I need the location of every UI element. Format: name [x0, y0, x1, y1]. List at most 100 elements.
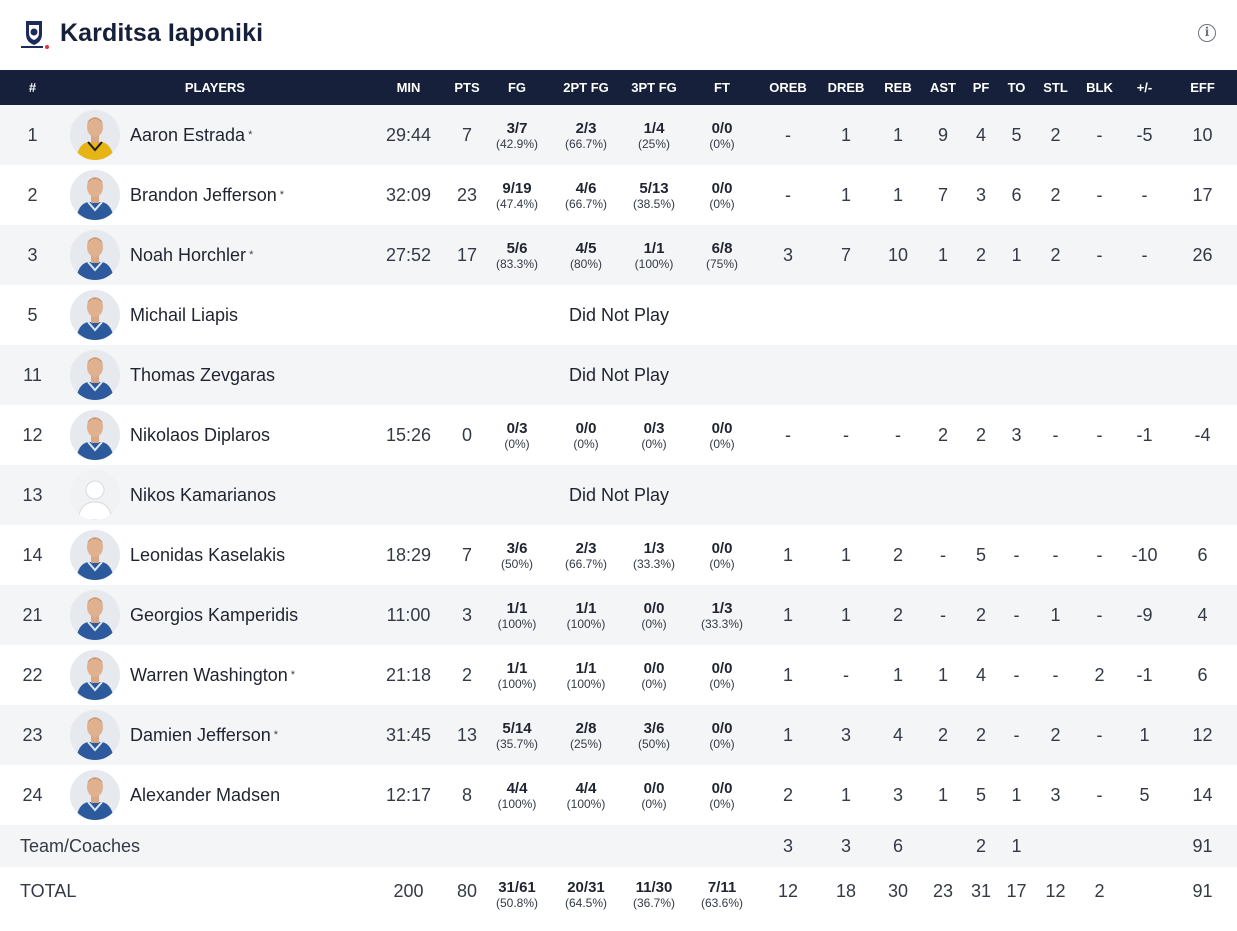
- column-header[interactable]: STL: [1033, 70, 1078, 105]
- column-header[interactable]: OREB: [756, 70, 820, 105]
- player-info[interactable]: Aaron Estrada *: [65, 110, 365, 160]
- column-header[interactable]: MIN: [365, 70, 452, 105]
- pf-stat: 4: [962, 105, 1000, 165]
- player-info[interactable]: Michail Liapis: [65, 290, 365, 340]
- fg-percentage: (47.4%): [495, 196, 539, 211]
- fg3-cell: 3/6 (50%): [620, 705, 688, 765]
- player-name-link[interactable]: Thomas Zevgaras: [130, 364, 276, 385]
- blk-stat: -: [1078, 585, 1121, 645]
- fg-made-attempted: 1/1: [506, 599, 528, 617]
- reb-stat: 1: [872, 645, 924, 705]
- to-stat: 5: [1000, 105, 1033, 165]
- player-row[interactable]: 12 Nikolaos Diplaros 15:26 0 0/3 (0%) 0/0 (0%) 0…: [0, 405, 1237, 465]
- player-row[interactable]: 13 Nikos Kamarianos Did Not Play: [0, 465, 1237, 525]
- did-not-play: Did Not Play: [482, 285, 756, 345]
- column-header[interactable]: BLK: [1078, 70, 1121, 105]
- player-row[interactable]: 14 Leonidas Kaselakis 18:29 7 3/6 (50%) 2/3 (66…: [0, 525, 1237, 585]
- column-header[interactable]: REB: [872, 70, 924, 105]
- player-info[interactable]: Nikolaos Diplaros: [65, 410, 365, 460]
- column-header[interactable]: EFF: [1168, 70, 1237, 105]
- player-cell[interactable]: Aaron Estrada *: [65, 105, 365, 165]
- ft-cell: 0/0 (0%): [688, 165, 756, 225]
- player-row[interactable]: 3 Noah Horchler * 27:52 17 5/6 (83.3%) 4/5 (80%)…: [0, 225, 1237, 285]
- column-header[interactable]: FG: [482, 70, 552, 105]
- player-name-link[interactable]: Brandon Jefferson: [130, 184, 277, 205]
- info-icon[interactable]: i: [1198, 24, 1216, 42]
- player-name-link[interactable]: Warren Washington: [130, 664, 288, 685]
- player-row[interactable]: 2 Brandon Jefferson * 32:09 23 9/19 (47.4%) 4/6…: [0, 165, 1237, 225]
- player-row[interactable]: 11 Thomas Zevgaras Did Not Play: [0, 345, 1237, 405]
- player-cell[interactable]: Brandon Jefferson *: [65, 165, 365, 225]
- oreb-stat: -: [756, 105, 820, 165]
- player-cell[interactable]: Nikos Kamarianos: [65, 465, 365, 525]
- column-header[interactable]: PF: [962, 70, 1000, 105]
- player-cell[interactable]: Damien Jefferson *: [65, 705, 365, 765]
- player-info[interactable]: Brandon Jefferson *: [65, 170, 365, 220]
- to-stat: 6: [1000, 165, 1033, 225]
- column-header[interactable]: +/-: [1121, 70, 1168, 105]
- player-cell[interactable]: Noah Horchler *: [65, 225, 365, 285]
- player-avatar: [70, 650, 120, 700]
- player-info[interactable]: Thomas Zevgaras: [65, 350, 365, 400]
- fg3-cell: 0/3 (0%): [620, 405, 688, 465]
- player-cell[interactable]: Nikolaos Diplaros: [65, 405, 365, 465]
- player-info[interactable]: Georgios Kamperidis: [65, 590, 365, 640]
- player-name-link[interactable]: Damien Jefferson: [130, 724, 271, 745]
- player-name-link[interactable]: Georgios Kamperidis: [130, 604, 299, 625]
- fg2-percentage: (100%): [566, 796, 606, 811]
- reb-stat: 3: [872, 765, 924, 825]
- column-header[interactable]: PLAYERS: [65, 70, 365, 105]
- player-name-link[interactable]: Michail Liapis: [130, 304, 239, 325]
- fg3-percentage: (38.5%): [632, 196, 676, 211]
- ast-stat: 7: [924, 165, 962, 225]
- starter-mark: *: [249, 249, 254, 261]
- player-cell[interactable]: Thomas Zevgaras: [65, 345, 365, 405]
- player-avatar: [70, 110, 120, 160]
- player-row[interactable]: 21 Georgios Kamperidis 11:00 3 1/1 (100%) 1/1(…: [0, 585, 1237, 645]
- player-cell[interactable]: Warren Washington *: [65, 645, 365, 705]
- player-name-link[interactable]: Noah Horchler: [130, 244, 247, 265]
- pf-stat: 2: [962, 405, 1000, 465]
- fg3-made-attempted: 11/30: [635, 879, 673, 896]
- player-info[interactable]: Damien Jefferson *: [65, 710, 365, 760]
- column-header[interactable]: 3PT FG: [620, 70, 688, 105]
- ft-cell: 0/0 (0%): [688, 105, 756, 165]
- ft-cell: 7/11 (63.6%): [688, 867, 756, 931]
- player-info[interactable]: Alexander Madsen: [65, 770, 365, 820]
- column-header[interactable]: FT: [688, 70, 756, 105]
- player-row[interactable]: 24 Alexander Madsen 12:17 8 4/4 (100%) 4/4 (100…: [0, 765, 1237, 825]
- fg3-cell: 0/0 (0%): [620, 765, 688, 825]
- player-name-link[interactable]: Alexander Madsen: [130, 784, 281, 805]
- dreb-stat: 1: [820, 585, 872, 645]
- fg2-cell: 2/8 (25%): [552, 705, 620, 765]
- column-header[interactable]: 2PT FG: [552, 70, 620, 105]
- player-name-link[interactable]: Nikos Kamarianos: [130, 484, 277, 505]
- fg2-percentage: (66.7%): [564, 136, 608, 151]
- player-name-link[interactable]: Aaron Estrada: [130, 124, 246, 145]
- player-cell[interactable]: Alexander Madsen: [65, 765, 365, 825]
- player-cell[interactable]: Georgios Kamperidis: [65, 585, 365, 645]
- player-info[interactable]: Warren Washington *: [65, 650, 365, 700]
- pm-stat: -: [1121, 225, 1168, 285]
- column-header[interactable]: TO: [1000, 70, 1033, 105]
- player-row[interactable]: 5 Michail Liapis Did Not Play: [0, 285, 1237, 345]
- column-header[interactable]: #: [0, 70, 65, 105]
- player-cell[interactable]: Leonidas Kaselakis: [65, 525, 365, 585]
- player-name-link[interactable]: Nikolaos Diplaros: [130, 424, 271, 445]
- to-stat: -: [1000, 585, 1033, 645]
- fg-made-attempted: 0/3: [506, 419, 528, 437]
- player-row[interactable]: 23 Damien Jefferson * 31:45 13 5/14 (35.7%) 2/8…: [0, 705, 1237, 765]
- column-header[interactable]: DREB: [820, 70, 872, 105]
- player-info[interactable]: Noah Horchler *: [65, 230, 365, 280]
- fg-made-attempted: 5/6: [506, 239, 528, 257]
- column-header[interactable]: PTS: [452, 70, 482, 105]
- column-header[interactable]: AST: [924, 70, 962, 105]
- player-name-link[interactable]: Leonidas Kaselakis: [130, 544, 286, 565]
- player-row[interactable]: 22 Warren Washington * 21:18 2 1/1 (100%) 1/1 (1…: [0, 645, 1237, 705]
- player-info[interactable]: Nikos Kamarianos: [65, 470, 365, 520]
- player-info[interactable]: Leonidas Kaselakis: [65, 530, 365, 580]
- player-row[interactable]: 1 Aaron Estrada * 29:44 7 3/7 (42.9%) 2/3 (66.7%…: [0, 105, 1237, 165]
- player-cell[interactable]: Michail Liapis: [65, 285, 365, 345]
- eff-stat: 91: [1168, 825, 1237, 867]
- fg-made-attempted: 9/19: [502, 179, 532, 197]
